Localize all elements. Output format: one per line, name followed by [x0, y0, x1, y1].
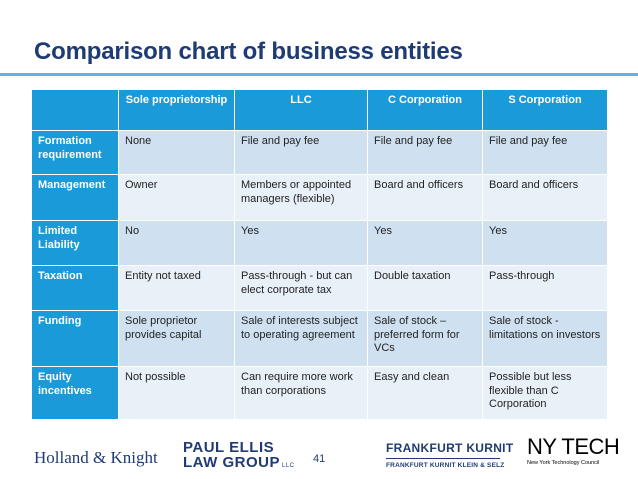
- table-cell: Pass-through: [482, 265, 608, 311]
- paul-ellis-logo-line1: PAUL ELLIS: [183, 439, 275, 456]
- nytech-logo-title: NY TECH: [527, 434, 620, 459]
- table-cell: Pass-through - but can elect corporate t…: [234, 265, 368, 311]
- table-cell: File and pay fee: [367, 130, 483, 175]
- header-cell-llc: LLC: [234, 89, 368, 131]
- table-cell: Sole proprietor provides capital: [118, 310, 235, 367]
- header-cell-sole-proprietorship: Sole proprietorship: [118, 89, 235, 131]
- table-cell: Sale of stock – preferred form for VCs: [367, 310, 483, 367]
- table-cell: Not possible: [118, 366, 235, 420]
- table-cell: File and pay fee: [234, 130, 368, 175]
- row-header: Funding: [31, 310, 119, 367]
- table-cell: File and pay fee: [482, 130, 608, 175]
- table-cell: None: [118, 130, 235, 175]
- title-underline: [0, 73, 638, 76]
- table-header-row: Sole proprietorship LLC C Corporation S …: [31, 89, 608, 131]
- table-cell: Board and officers: [367, 174, 483, 221]
- slide-footer: Holland & Knight PAUL ELLIS LAW GROUP LLC…: [0, 430, 638, 479]
- slide-title: Comparison chart of business entities: [34, 38, 463, 65]
- holland-knight-logo: Holland & Knight: [34, 448, 158, 467]
- table-cell: Double taxation: [367, 265, 483, 311]
- header-cell-s-corporation: S Corporation: [482, 89, 608, 131]
- table-row: Taxation Entity not taxed Pass-through -…: [31, 265, 608, 311]
- table-cell: Members or appointed managers (flexible): [234, 174, 368, 221]
- table-cell: Yes: [234, 220, 368, 266]
- comparison-table: Sole proprietorship LLC C Corporation S …: [31, 89, 608, 420]
- table-cell: No: [118, 220, 235, 266]
- row-header: Formation requirement: [31, 130, 119, 175]
- table-row: Funding Sole proprietor provides capital…: [31, 310, 608, 367]
- table-row: Equity incentives Not possible Can requi…: [31, 366, 608, 420]
- table-cell: Can require more work than corporations: [234, 366, 368, 420]
- row-header: Equity incentives: [31, 366, 119, 420]
- row-header: Management: [31, 174, 119, 221]
- table-cell: Sale of stock - limitations on investors: [482, 310, 608, 367]
- nytech-logo: NY TECH New York Technology Council: [527, 434, 620, 467]
- paul-ellis-logo-line2: LAW GROUP: [183, 454, 280, 471]
- table-cell: Board and officers: [482, 174, 608, 221]
- page-number: 41: [313, 453, 326, 465]
- frankfurt-kurnit-logo-subtitle: FRANKFURT KURNIT KLEIN & SELZ: [386, 462, 505, 469]
- header-cell-c-corporation: C Corporation: [367, 89, 483, 131]
- paul-ellis-logo: PAUL ELLIS LAW GROUP LLC: [183, 439, 295, 474]
- table-cell: Owner: [118, 174, 235, 221]
- table-cell: Possible but less flexible than C Corpor…: [482, 366, 608, 420]
- frankfurt-kurnit-logo: FRANKFURT KURNIT FRANKFURT KURNIT KLEIN …: [386, 441, 513, 469]
- frankfurt-kurnit-logo-divider: [386, 458, 500, 459]
- table-cell: Easy and clean: [367, 366, 483, 420]
- row-header: Limited Liability: [31, 220, 119, 266]
- nytech-logo-subtitle: New York Technology Council: [527, 460, 600, 466]
- paul-ellis-logo-suffix: LLC: [282, 463, 295, 469]
- frankfurt-kurnit-logo-title: FRANKFURT KURNIT: [386, 441, 514, 455]
- table-cell: Sale of interests subject to operating a…: [234, 310, 368, 367]
- row-header: Taxation: [31, 265, 119, 311]
- table-row: Management Owner Members or appointed ma…: [31, 174, 608, 221]
- table-cell: Entity not taxed: [118, 265, 235, 311]
- header-cell-corner: [31, 89, 119, 131]
- table-cell: Yes: [482, 220, 608, 266]
- table-row: Formation requirement None File and pay …: [31, 130, 608, 175]
- table-cell: Yes: [367, 220, 483, 266]
- table-row: Limited Liability No Yes Yes Yes: [31, 220, 608, 266]
